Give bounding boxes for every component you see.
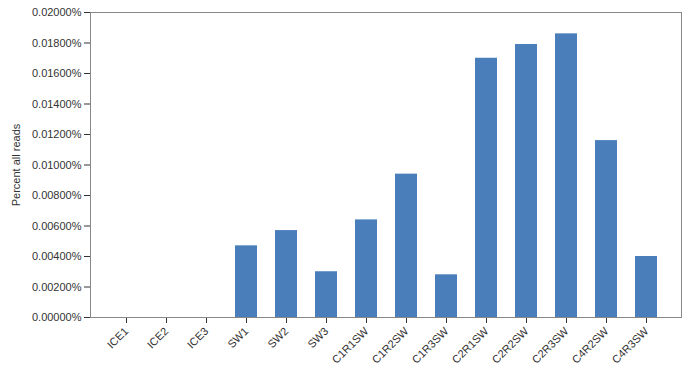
svg-text:C1R1SW: C1R1SW — [330, 324, 371, 365]
svg-text:0.01400%: 0.01400% — [32, 98, 82, 110]
svg-text:0.00200%: 0.00200% — [32, 281, 82, 293]
svg-text:0.00600%: 0.00600% — [32, 220, 82, 232]
svg-text:C4R2SW: C4R2SW — [570, 324, 611, 365]
svg-text:ICE1: ICE1 — [105, 325, 131, 351]
svg-text:0.01200%: 0.01200% — [32, 128, 82, 140]
svg-text:Percent all reads: Percent all reads — [10, 123, 22, 206]
svg-text:C1R3SW: C1R3SW — [410, 324, 451, 365]
svg-text:0.00400%: 0.00400% — [32, 250, 82, 262]
svg-text:SW1: SW1 — [225, 325, 250, 350]
svg-text:0.02000%: 0.02000% — [32, 6, 82, 18]
svg-text:SW3: SW3 — [305, 325, 330, 350]
svg-text:C2R3SW: C2R3SW — [530, 324, 571, 365]
svg-text:C4R3SW: C4R3SW — [610, 324, 651, 365]
svg-text:0.01600%: 0.01600% — [32, 67, 82, 79]
svg-text:0.00800%: 0.00800% — [32, 189, 82, 201]
svg-text:SW2: SW2 — [265, 325, 290, 350]
svg-text:ICE2: ICE2 — [145, 325, 171, 351]
svg-text:0.00000%: 0.00000% — [32, 311, 82, 323]
svg-text:0.01000%: 0.01000% — [32, 159, 82, 171]
svg-text:C2R2SW: C2R2SW — [490, 324, 531, 365]
svg-text:C1R2SW: C1R2SW — [370, 324, 411, 365]
svg-text:ICE3: ICE3 — [185, 325, 211, 351]
svg-text:C2R1SW: C2R1SW — [450, 324, 491, 365]
svg-text:0.01800%: 0.01800% — [32, 37, 82, 49]
